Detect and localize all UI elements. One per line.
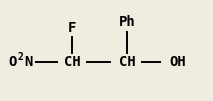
Text: CH: CH — [119, 55, 135, 69]
Text: CH: CH — [64, 55, 80, 69]
Text: 2: 2 — [18, 52, 24, 62]
Text: O: O — [8, 55, 16, 69]
Text: Ph: Ph — [119, 15, 135, 29]
Text: N: N — [24, 55, 32, 69]
Text: F: F — [68, 21, 76, 35]
Text: OH: OH — [170, 55, 186, 69]
